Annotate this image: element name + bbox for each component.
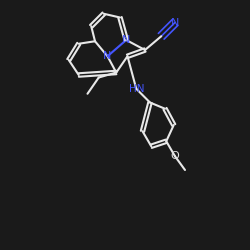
Text: HN: HN: [128, 84, 144, 94]
Text: N: N: [122, 35, 130, 45]
Text: N: N: [171, 18, 179, 28]
Text: O: O: [170, 151, 179, 161]
Text: N: N: [103, 51, 112, 61]
